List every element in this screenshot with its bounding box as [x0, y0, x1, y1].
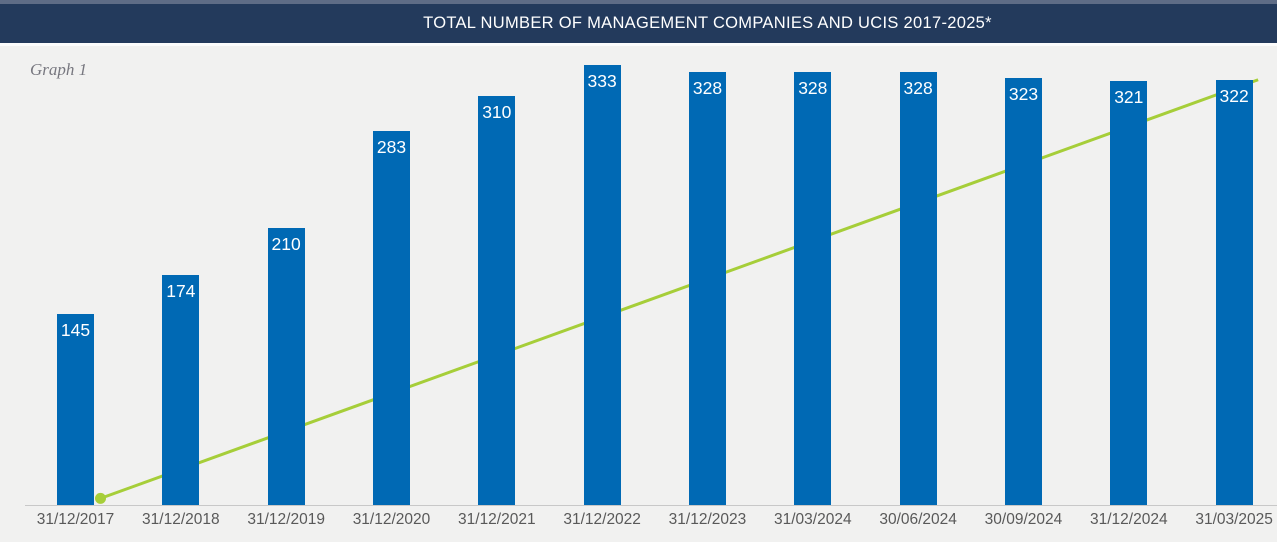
bar [57, 313, 94, 505]
title-divider [0, 43, 1277, 46]
bar [372, 131, 410, 505]
bar-value-label: 145 [60, 319, 91, 340]
bar-value-label: 328 [903, 77, 933, 98]
bar-value-label: 283 [376, 137, 407, 158]
x-axis-tick-label: 30/06/2024 [879, 511, 957, 528]
x-axis-tick-label: 31/12/2022 [563, 511, 641, 528]
bar-value-label: 210 [271, 233, 301, 254]
x-axis-tick-label: 31/12/2017 [36, 511, 115, 528]
graph-number-label: Graph 1 [30, 60, 88, 79]
x-axis-tick-label: 31/12/2024 [1090, 511, 1168, 528]
chart-title-bar: TOTAL NUMBER OF MANAGEMENT COMPANIES AND… [0, 4, 1277, 43]
bar [162, 275, 200, 505]
bar [688, 71, 726, 505]
bar-value-label: 328 [692, 77, 723, 98]
trend-line-start-marker [95, 492, 106, 504]
x-axis-tick-label: 31/12/2020 [352, 511, 431, 528]
x-axis-tick-label: 31/12/2021 [458, 511, 536, 528]
chart-title: TOTAL NUMBER OF MANAGEMENT COMPANIES AND… [423, 14, 992, 32]
x-axis-tick-label: 31/12/2023 [668, 511, 747, 528]
bar [1215, 79, 1253, 505]
bar-value-label: 321 [1114, 87, 1144, 108]
bar-value-label: 333 [587, 71, 617, 92]
x-axis-tick-label: 31/03/2025 [1195, 511, 1273, 528]
bar [899, 71, 937, 505]
bar [794, 71, 832, 505]
bar [267, 227, 305, 505]
bar-value-label: 310 [482, 101, 512, 122]
x-axis-tick-label: 31/03/2024 [774, 511, 852, 528]
bar [478, 95, 516, 505]
window-top-edge [0, 0, 1277, 4]
x-axis-tick-label: 31/12/2019 [247, 511, 325, 528]
bar-value-label: 174 [166, 281, 196, 302]
bar-value-label: 322 [1219, 85, 1249, 106]
bar-value-label: 323 [1008, 84, 1039, 105]
bar [1004, 78, 1042, 505]
bar [1110, 81, 1148, 505]
bar-value-label: 328 [798, 77, 828, 98]
x-axis-tick-label: 30/09/2024 [984, 511, 1063, 528]
bar [583, 65, 621, 505]
x-axis-line [25, 505, 1277, 506]
x-axis-tick-label: 31/12/2018 [142, 511, 220, 528]
